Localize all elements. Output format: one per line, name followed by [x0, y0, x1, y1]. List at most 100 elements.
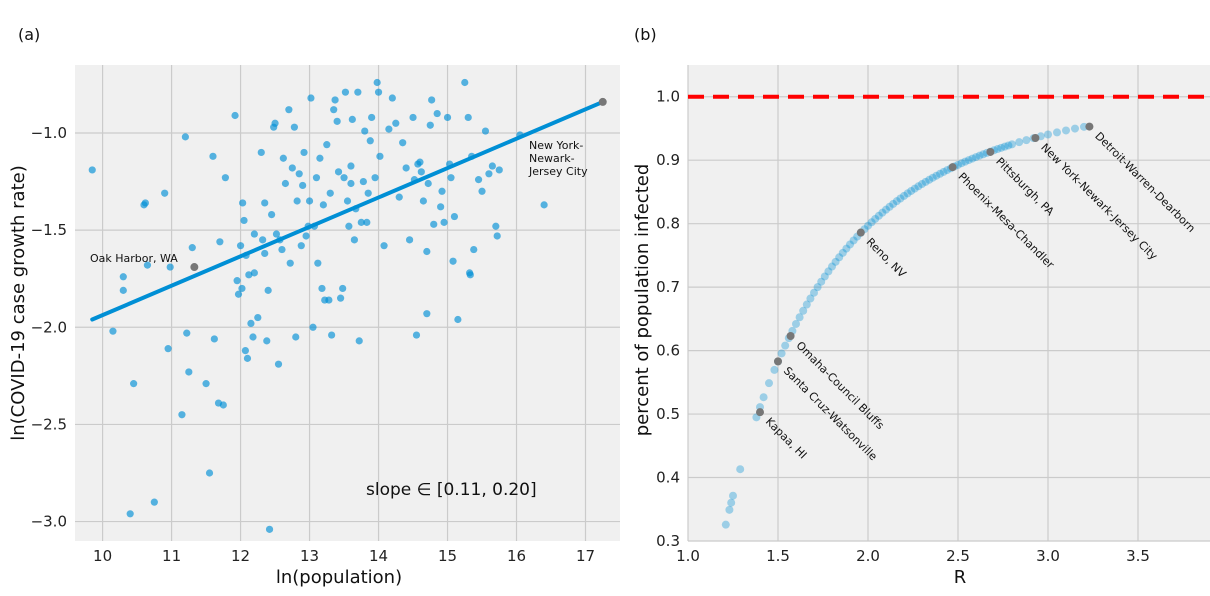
panel-a-data-point: [209, 152, 217, 160]
panel-a-data-point: [405, 236, 414, 244]
panel-a-xlabel: ln(population): [276, 567, 402, 588]
panel-b-data-point: [979, 150, 988, 159]
panel-a-data-point: [343, 197, 352, 205]
panel-a-data-point: [392, 119, 400, 127]
panel-a-data-point: [202, 380, 210, 388]
panel-a-data-point: [348, 115, 356, 123]
panel-a-data-point: [380, 242, 388, 250]
panel-b-ytick-label: 0.7: [656, 278, 680, 296]
panel-a-ticks: 10 11 12 13 14 15 16 17 −3.0 −2.5 −2.0 −1.5 −1.0: [31, 124, 595, 565]
panel-a-data-point: [354, 88, 362, 96]
panel-a-plot-area: [75, 65, 620, 541]
panel-a-xtick-label: 15: [438, 547, 457, 565]
panel-b-data-point: [795, 313, 804, 322]
panel-a-ytick-label: −2.0: [31, 318, 67, 336]
panel-b-data-point: [725, 505, 734, 514]
oak-harbor-label: Oak Harbor, WA: [90, 252, 178, 265]
panel-a-data-point: [272, 230, 281, 238]
panel-a-data-point: [216, 238, 224, 246]
panel-b-data-point: [831, 257, 840, 266]
new-york-label: New York- Newark- Jersey City: [528, 139, 588, 178]
panel-b-data-point: [810, 288, 818, 297]
panel-b-data-point: [1000, 142, 1009, 151]
panel-a-data-point: [409, 113, 417, 122]
panel-a-data-point: [449, 257, 457, 265]
panel-b-highlight-point: [1085, 122, 1094, 131]
panel-a-data-point: [395, 193, 403, 201]
panel-a-points: [88, 78, 548, 533]
panel-b-data-point: [896, 194, 905, 203]
panel-b-xtick-label: 1.0: [676, 547, 700, 565]
panel-b-data-point: [932, 171, 941, 180]
panel-a-data-point: [271, 119, 279, 127]
panel-b-data-point: [1053, 128, 1061, 137]
panel-a: 10 11 12 13 14 15 16 17 −3.0 −2.5 −2.0 −1.5 −1.0 (a)…: [8, 25, 620, 588]
panel-b-data-point: [777, 349, 786, 358]
panel-b-data-point: [813, 283, 822, 292]
panel-a-data-point: [314, 259, 322, 267]
panel-b-data-point: [806, 294, 815, 303]
panel-a-data-point: [540, 201, 548, 209]
panel-a-data-point: [385, 125, 393, 133]
panel-b-highlight-point: [774, 357, 782, 366]
panel-a-data-point: [493, 232, 501, 240]
panel-b-data-point: [824, 267, 833, 276]
panel-b-data-point: [903, 189, 912, 198]
panel-a-data-point: [233, 277, 241, 285]
panel-a-data-point: [88, 166, 96, 174]
panel-a-data-point: [337, 294, 345, 302]
panel-a-data-point: [241, 347, 249, 355]
panel-b-data-point: [1015, 138, 1024, 147]
panel-b-data-point: [885, 202, 894, 211]
panel-a-data-point: [495, 166, 503, 174]
panel-b-data-point: [1022, 136, 1031, 145]
panel-b-data-point: [828, 262, 836, 271]
panel-b-data-point: [838, 248, 847, 257]
panel-a-data-point: [261, 249, 269, 258]
panel-a-data-point: [347, 179, 355, 188]
panel-a-data-point: [361, 127, 369, 135]
panel-b-data-point: [889, 199, 898, 208]
panel-b-data-point: [975, 151, 984, 160]
panel-a-data-point: [164, 345, 172, 353]
panel-b-data-point: [921, 177, 930, 186]
panel-a-data-point: [350, 236, 358, 244]
panel-a-data-point: [488, 162, 496, 170]
panel-b-data-point: [925, 175, 934, 184]
panel-b-data-point: [770, 365, 779, 374]
panel-b-xlabel: R: [954, 567, 967, 588]
panel-b-data-point: [892, 197, 901, 206]
panel-a-label: (a): [18, 25, 40, 44]
panel-a-xtick-label: 16: [507, 547, 526, 565]
panel-b-data-point: [867, 218, 876, 227]
panel-a-data-point: [250, 230, 258, 238]
panel-a-data-point: [363, 218, 371, 226]
panel-b-data-point: [835, 253, 844, 262]
panel-a-data-point: [357, 218, 365, 226]
panel-a-data-point: [430, 220, 438, 228]
panel-a-data-point: [399, 139, 407, 147]
panel-b-data-point: [878, 208, 887, 217]
panel-a-highlights: [190, 97, 607, 272]
panel-b-data-point: [907, 186, 916, 195]
panel-b-data-point: [1044, 130, 1052, 139]
panel-a-data-point: [464, 113, 472, 122]
panel-a-data-point: [278, 245, 286, 254]
panel-a-data-point: [238, 284, 246, 293]
panel-a-data-point: [461, 78, 469, 87]
panel-b-data-point: [957, 159, 966, 168]
panel-a-data-point: [126, 510, 134, 518]
panel-b-ytick-label: 0.3: [656, 532, 680, 550]
panel-b-ytick-label: 0.9: [656, 151, 680, 169]
panel-a-data-point: [454, 315, 462, 324]
panel-a-data-point: [141, 199, 149, 207]
panel-a-ytick-label: −1.0: [31, 124, 67, 142]
panel-a-data-point: [234, 290, 243, 298]
panel-a-data-point: [181, 133, 189, 141]
panel-a-xtick-label: 11: [162, 547, 181, 565]
panel-a-data-point: [316, 154, 324, 162]
panel-a-xtick-label: 13: [300, 547, 319, 565]
panel-a-data-point: [299, 181, 307, 190]
panel-a-data-point: [416, 158, 424, 166]
